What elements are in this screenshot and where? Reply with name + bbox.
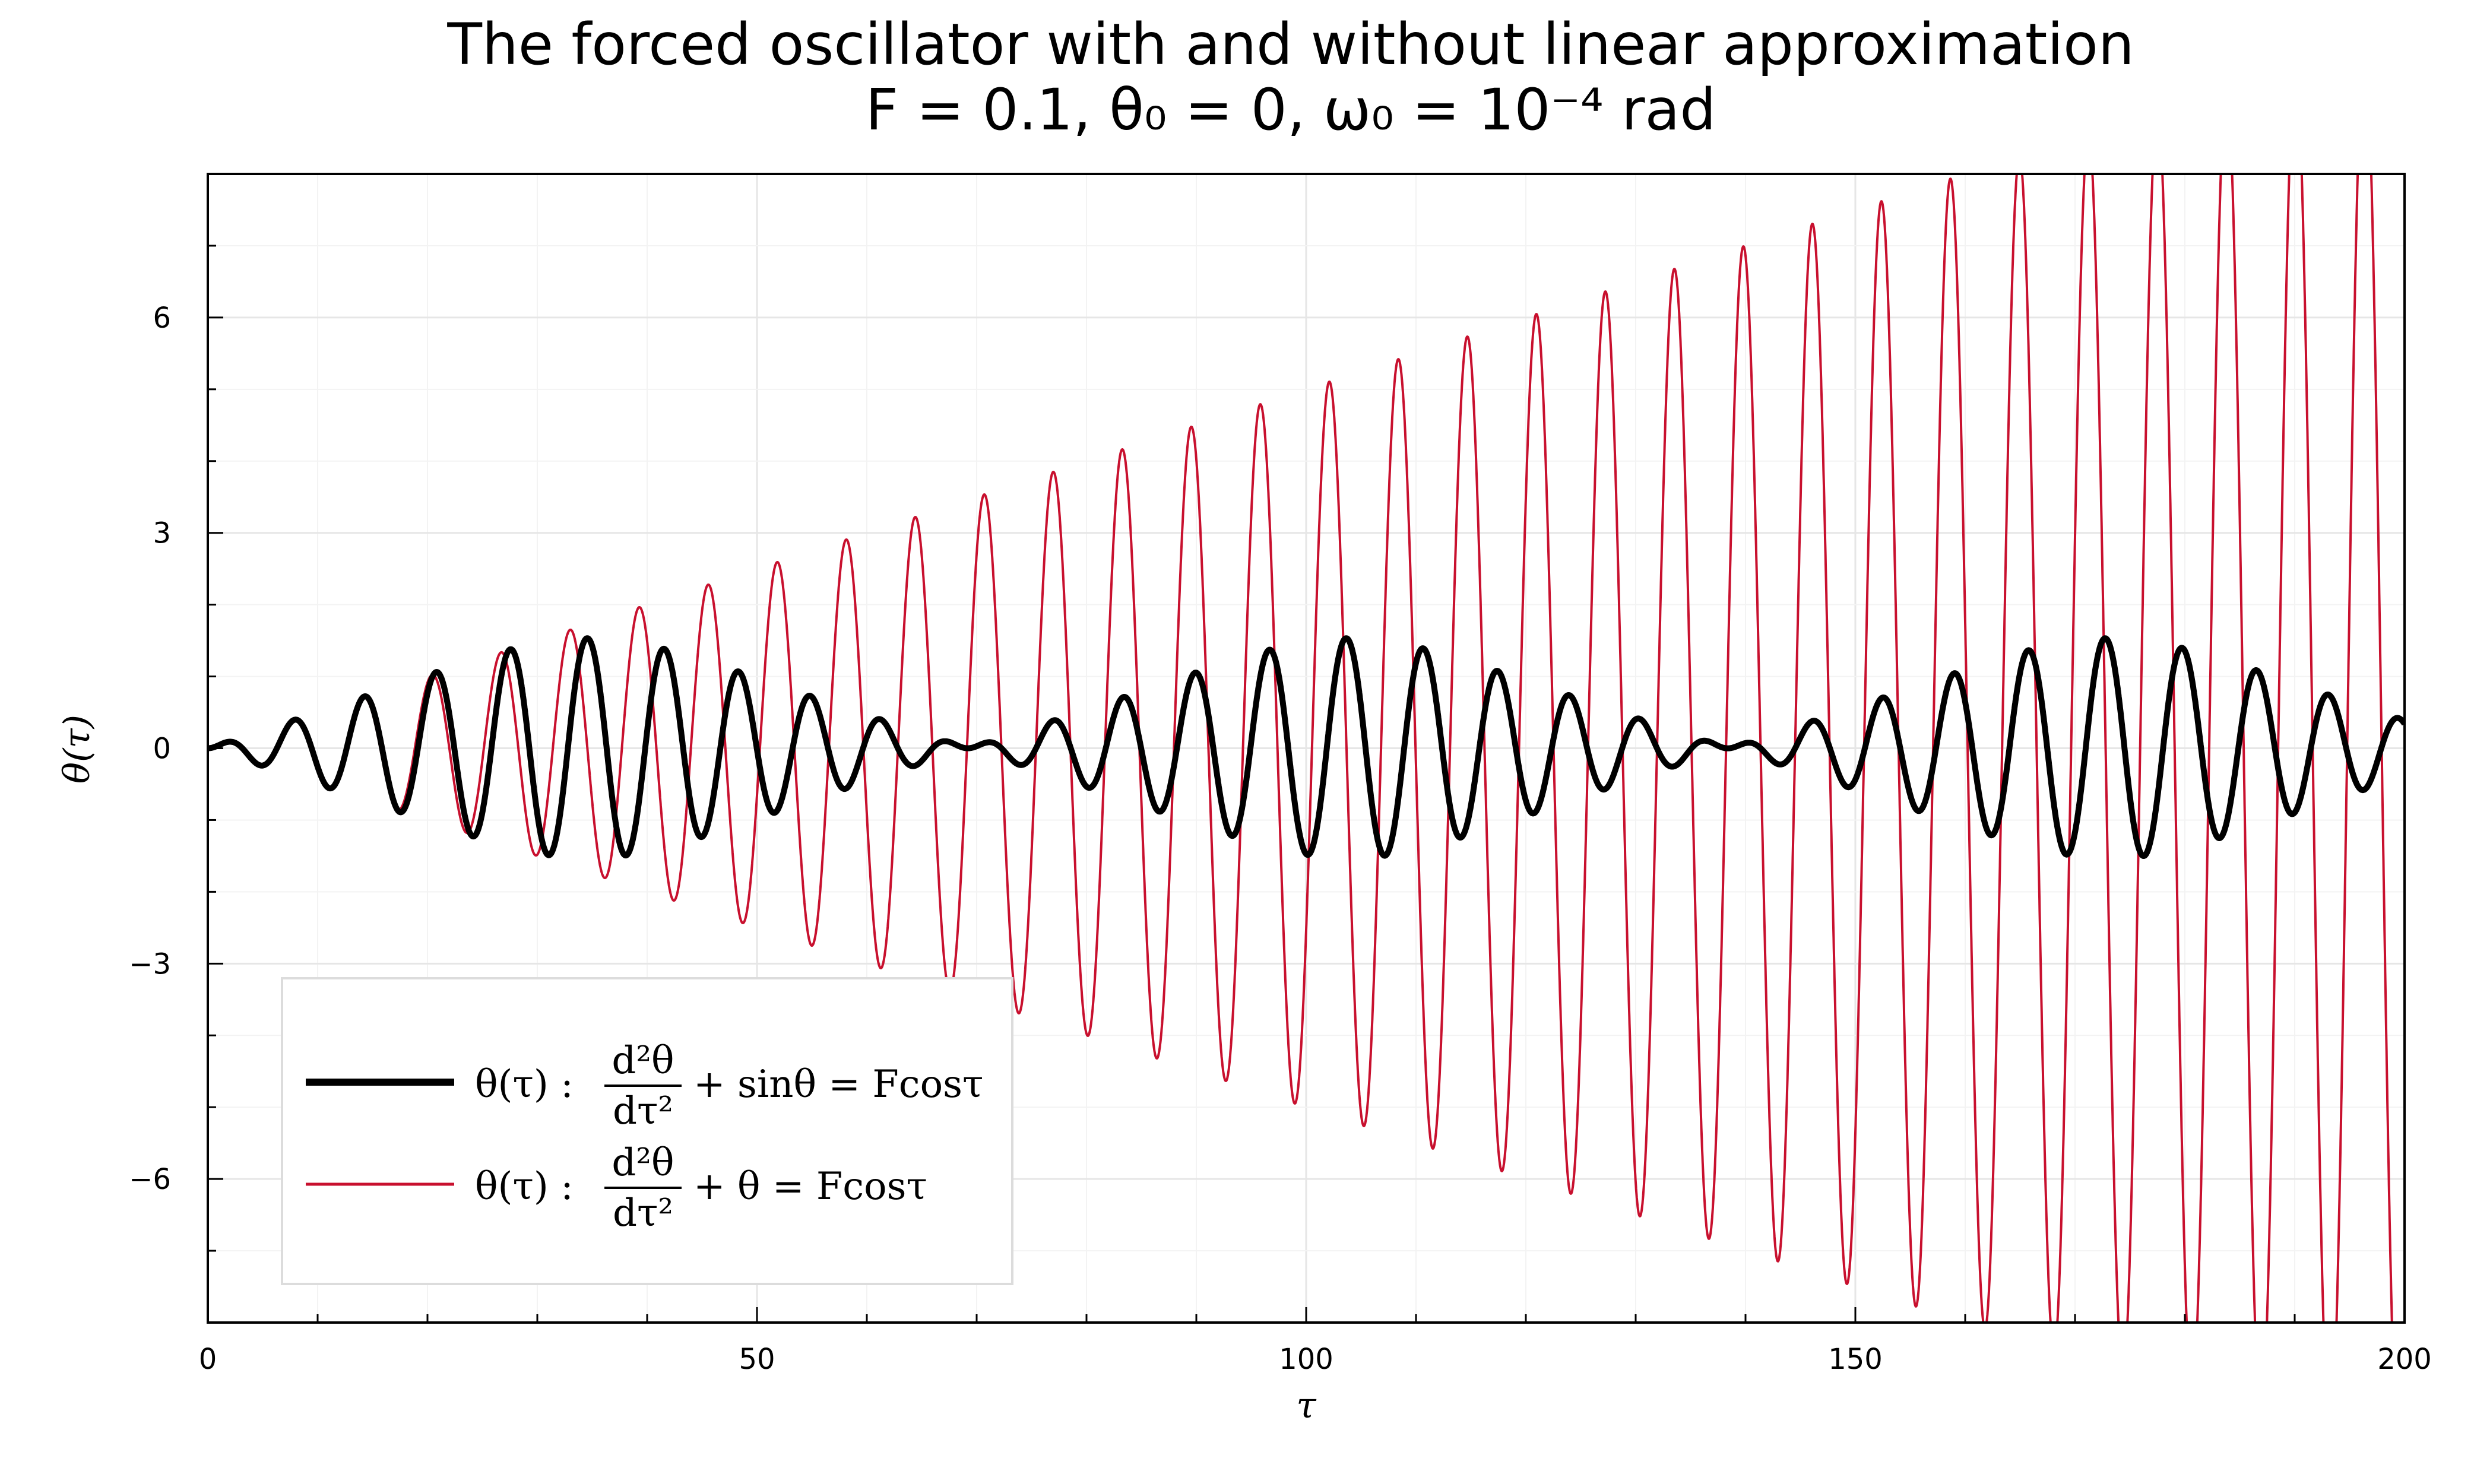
legend-label-linear-lhs: θ(τ) :: [475, 1165, 574, 1209]
series-line-nonlinear: [208, 635, 2405, 859]
series-line-linear: [208, 174, 2393, 1323]
axis-ticks: [207, 173, 2406, 1324]
legend-label-linear-rhs: + θ = Fcosτ: [693, 1165, 927, 1209]
y-axis-label: θ(τ): [56, 715, 98, 784]
y-tick-label: 6: [153, 302, 171, 335]
y-tick-label: −6: [129, 1163, 171, 1196]
legend-label-nonlinear-lhs: θ(τ) :: [475, 1063, 574, 1106]
legend-label-nonlinear-rhs: + sinθ = Fcosτ: [693, 1063, 983, 1106]
y-tick-label: −3: [129, 947, 171, 981]
legend-box: [281, 977, 1013, 1285]
legend-label-linear-numerator: d²θ: [612, 1141, 674, 1185]
legend-label-nonlinear-denominator: dτ²: [613, 1089, 673, 1133]
x-tick-label: 150: [1828, 1343, 1883, 1376]
x-tick-label: 100: [1279, 1343, 1333, 1376]
legend: θ(τ) : d²θ dτ² + sinθ = Fcosτ θ(τ) : d²θ…: [281, 977, 1013, 1285]
legend-label-nonlinear-numerator: d²θ: [612, 1039, 674, 1083]
x-tick-label: 0: [199, 1343, 217, 1376]
x-tick-label: 50: [739, 1343, 775, 1376]
y-tick-label: 0: [153, 733, 171, 766]
chart-title: The forced oscillator with and without l…: [446, 11, 2134, 78]
legend-label-linear-denominator: dτ²: [613, 1191, 673, 1235]
x-axis-label: τ: [1296, 1385, 1316, 1426]
y-tick-label: 3: [153, 517, 171, 550]
chart-subtitle: F = 0.1, θ₀ = 0, ω₀ = 10⁻⁴ rad: [866, 77, 1716, 143]
x-tick-label: 200: [2377, 1343, 2432, 1376]
